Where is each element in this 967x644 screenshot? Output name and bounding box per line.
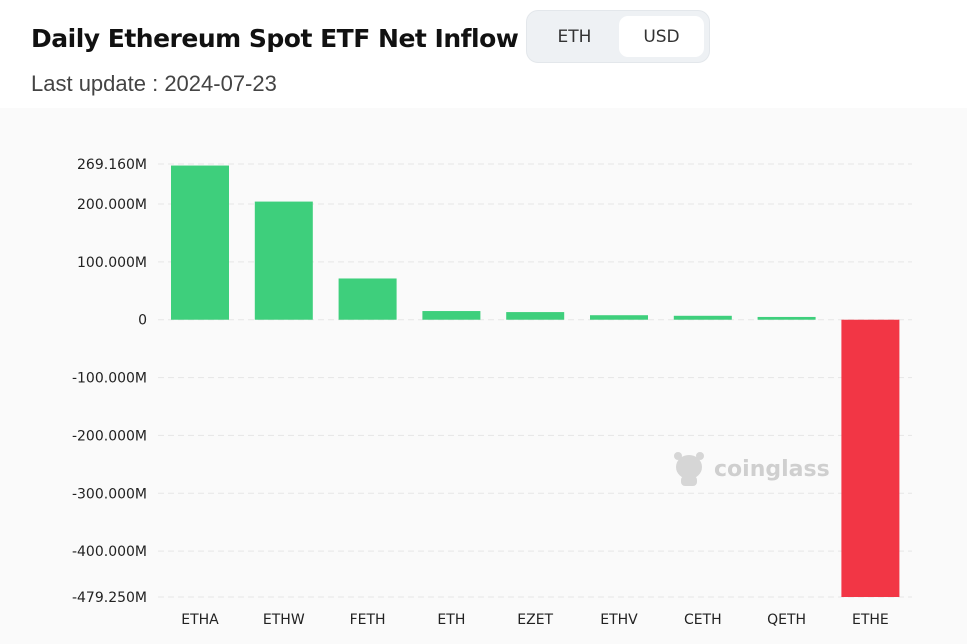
bar-ezet xyxy=(506,312,565,320)
x-tick-label: ETHE xyxy=(852,612,889,628)
page-title: Daily Ethereum Spot ETF Net Inflow xyxy=(31,24,519,53)
y-tick-label: 100.000M xyxy=(77,255,147,271)
y-tick-label: -400.000M xyxy=(72,544,147,560)
coinglass-watermark: coinglass xyxy=(674,452,830,486)
bar-ethw xyxy=(254,201,313,320)
toggle-usd-button[interactable]: USD xyxy=(619,16,704,57)
bar-ceth xyxy=(673,315,732,320)
chart-area: 269.160M 200.000M 100.000M 0 -100.000M -200.0… xyxy=(0,108,967,644)
bar-eth xyxy=(422,311,481,320)
y-tick-label: -300.000M xyxy=(72,486,147,502)
x-tick-label: EZET xyxy=(517,612,553,628)
x-tick-label: ETHW xyxy=(263,612,305,628)
y-tick-label: -100.000M xyxy=(72,371,147,387)
bar-etha xyxy=(171,165,229,320)
y-tick-label: -479.250M xyxy=(72,590,147,606)
coinglass-logo-icon xyxy=(674,452,704,486)
unit-toggle: ETH USD xyxy=(526,10,710,63)
toggle-eth-button[interactable]: ETH xyxy=(557,26,592,47)
bar-ethe xyxy=(841,319,900,597)
bar-feth xyxy=(338,278,397,320)
y-tick-label: 269.160M xyxy=(77,157,147,173)
last-update-text: Last update : 2024-07-23 xyxy=(31,71,277,96)
y-tick-label: -200.000M xyxy=(72,428,147,444)
x-tick-label: CETH xyxy=(684,612,722,628)
bar-chart: 269.160M 200.000M 100.000M 0 -100.000M -200.0… xyxy=(72,157,912,628)
x-tick-label: ETHA xyxy=(181,612,219,628)
bar-qeth xyxy=(757,316,816,320)
bar-ethv xyxy=(590,315,648,320)
watermark-text: coinglass xyxy=(714,457,830,482)
x-tick-label: ETH xyxy=(437,612,465,628)
x-tick-label: FETH xyxy=(350,612,386,628)
y-tick-label: 0 xyxy=(138,313,147,329)
x-tick-label: QETH xyxy=(767,612,806,628)
x-tick-label: ETHV xyxy=(600,612,638,628)
y-tick-label: 200.000M xyxy=(77,197,147,213)
